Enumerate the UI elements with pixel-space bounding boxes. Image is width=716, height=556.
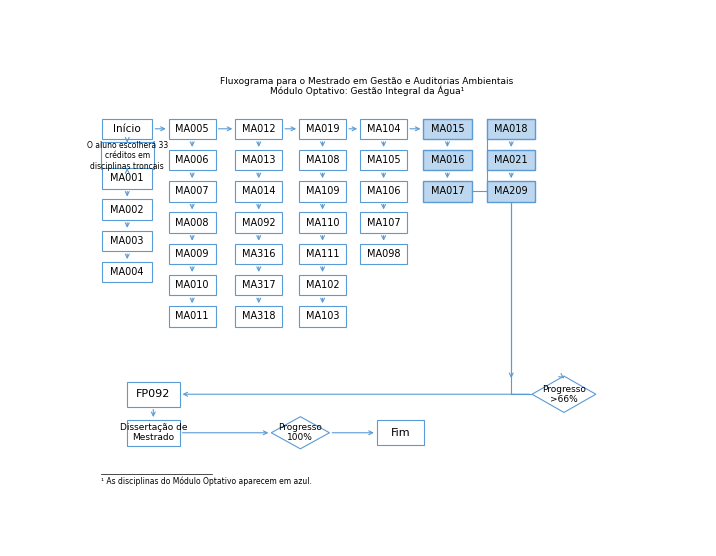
Text: MA001: MA001 — [110, 173, 144, 183]
Text: MA004: MA004 — [110, 267, 144, 277]
FancyBboxPatch shape — [235, 275, 282, 295]
FancyBboxPatch shape — [299, 244, 346, 264]
FancyBboxPatch shape — [168, 150, 216, 170]
FancyBboxPatch shape — [423, 150, 472, 170]
Text: FP092: FP092 — [136, 389, 170, 399]
FancyBboxPatch shape — [487, 150, 536, 170]
Text: MA209: MA209 — [495, 186, 528, 196]
Text: Fim: Fim — [390, 428, 410, 438]
Text: MA019: MA019 — [306, 124, 339, 134]
Text: ¹ As disciplinas do Módulo Optativo aparecem em azul.: ¹ As disciplinas do Módulo Optativo apar… — [100, 476, 311, 485]
FancyBboxPatch shape — [487, 181, 536, 202]
FancyBboxPatch shape — [102, 118, 153, 139]
FancyBboxPatch shape — [168, 181, 216, 202]
FancyBboxPatch shape — [102, 200, 153, 220]
Text: MA110: MA110 — [306, 217, 339, 227]
FancyBboxPatch shape — [360, 118, 407, 139]
FancyBboxPatch shape — [235, 244, 282, 264]
Text: MA111: MA111 — [306, 249, 339, 259]
Text: MA002: MA002 — [110, 205, 144, 215]
Text: MA008: MA008 — [175, 217, 209, 227]
FancyBboxPatch shape — [299, 212, 346, 233]
FancyBboxPatch shape — [235, 181, 282, 202]
Text: Dissertação de
Mestrado: Dissertação de Mestrado — [120, 423, 187, 443]
FancyBboxPatch shape — [102, 231, 153, 251]
Text: MA014: MA014 — [242, 186, 276, 196]
FancyBboxPatch shape — [423, 181, 472, 202]
FancyBboxPatch shape — [235, 150, 282, 170]
FancyBboxPatch shape — [102, 168, 153, 188]
FancyBboxPatch shape — [299, 306, 346, 326]
FancyBboxPatch shape — [423, 118, 472, 139]
FancyBboxPatch shape — [127, 382, 180, 406]
Text: MA011: MA011 — [175, 311, 209, 321]
Text: O aluno escolherá 33
créditos em
disciplinas troncais: O aluno escolherá 33 créditos em discipl… — [87, 141, 168, 171]
FancyBboxPatch shape — [299, 150, 346, 170]
Text: MA109: MA109 — [306, 186, 339, 196]
FancyBboxPatch shape — [235, 306, 282, 326]
Text: MA098: MA098 — [367, 249, 400, 259]
FancyBboxPatch shape — [168, 275, 216, 295]
Text: Progresso
>66%: Progresso >66% — [542, 385, 586, 404]
Text: MA104: MA104 — [367, 124, 400, 134]
Text: MA102: MA102 — [306, 280, 339, 290]
Text: Progresso
100%: Progresso 100% — [279, 423, 322, 443]
Polygon shape — [271, 416, 329, 449]
Text: MA107: MA107 — [367, 217, 400, 227]
Text: MA016: MA016 — [430, 155, 464, 165]
Text: MA318: MA318 — [242, 311, 276, 321]
Text: MA317: MA317 — [242, 280, 276, 290]
FancyBboxPatch shape — [487, 118, 536, 139]
Text: MA105: MA105 — [367, 155, 400, 165]
FancyBboxPatch shape — [168, 306, 216, 326]
Text: MA092: MA092 — [242, 217, 276, 227]
FancyBboxPatch shape — [168, 118, 216, 139]
FancyBboxPatch shape — [127, 420, 180, 445]
FancyBboxPatch shape — [360, 150, 407, 170]
Text: MA316: MA316 — [242, 249, 276, 259]
FancyBboxPatch shape — [299, 275, 346, 295]
Text: Fluxograma para o Mestrado em Gestão e Auditorias Ambientais: Fluxograma para o Mestrado em Gestão e A… — [221, 77, 513, 86]
FancyBboxPatch shape — [360, 212, 407, 233]
Text: MA013: MA013 — [242, 155, 276, 165]
Text: MA106: MA106 — [367, 186, 400, 196]
FancyBboxPatch shape — [299, 181, 346, 202]
FancyBboxPatch shape — [168, 244, 216, 264]
FancyBboxPatch shape — [102, 262, 153, 282]
FancyBboxPatch shape — [360, 244, 407, 264]
FancyBboxPatch shape — [377, 420, 424, 445]
Text: MA015: MA015 — [430, 124, 464, 134]
Text: MA009: MA009 — [175, 249, 209, 259]
Text: MA017: MA017 — [430, 186, 464, 196]
Text: MA006: MA006 — [175, 155, 209, 165]
Text: MA108: MA108 — [306, 155, 339, 165]
Text: MA005: MA005 — [175, 124, 209, 134]
Text: MA018: MA018 — [495, 124, 528, 134]
FancyBboxPatch shape — [360, 181, 407, 202]
FancyBboxPatch shape — [235, 212, 282, 233]
FancyBboxPatch shape — [235, 118, 282, 139]
FancyBboxPatch shape — [101, 142, 154, 169]
FancyBboxPatch shape — [168, 212, 216, 233]
FancyBboxPatch shape — [299, 118, 346, 139]
Polygon shape — [532, 376, 596, 413]
Text: MA012: MA012 — [242, 124, 276, 134]
Text: MA007: MA007 — [175, 186, 209, 196]
Text: MA103: MA103 — [306, 311, 339, 321]
Text: MA010: MA010 — [175, 280, 209, 290]
Text: Módulo Optativo: Gestão Integral da Água¹: Módulo Optativo: Gestão Integral da Água… — [270, 86, 464, 97]
Text: MA003: MA003 — [110, 236, 144, 246]
Text: Início: Início — [113, 124, 141, 134]
Text: MA021: MA021 — [495, 155, 528, 165]
